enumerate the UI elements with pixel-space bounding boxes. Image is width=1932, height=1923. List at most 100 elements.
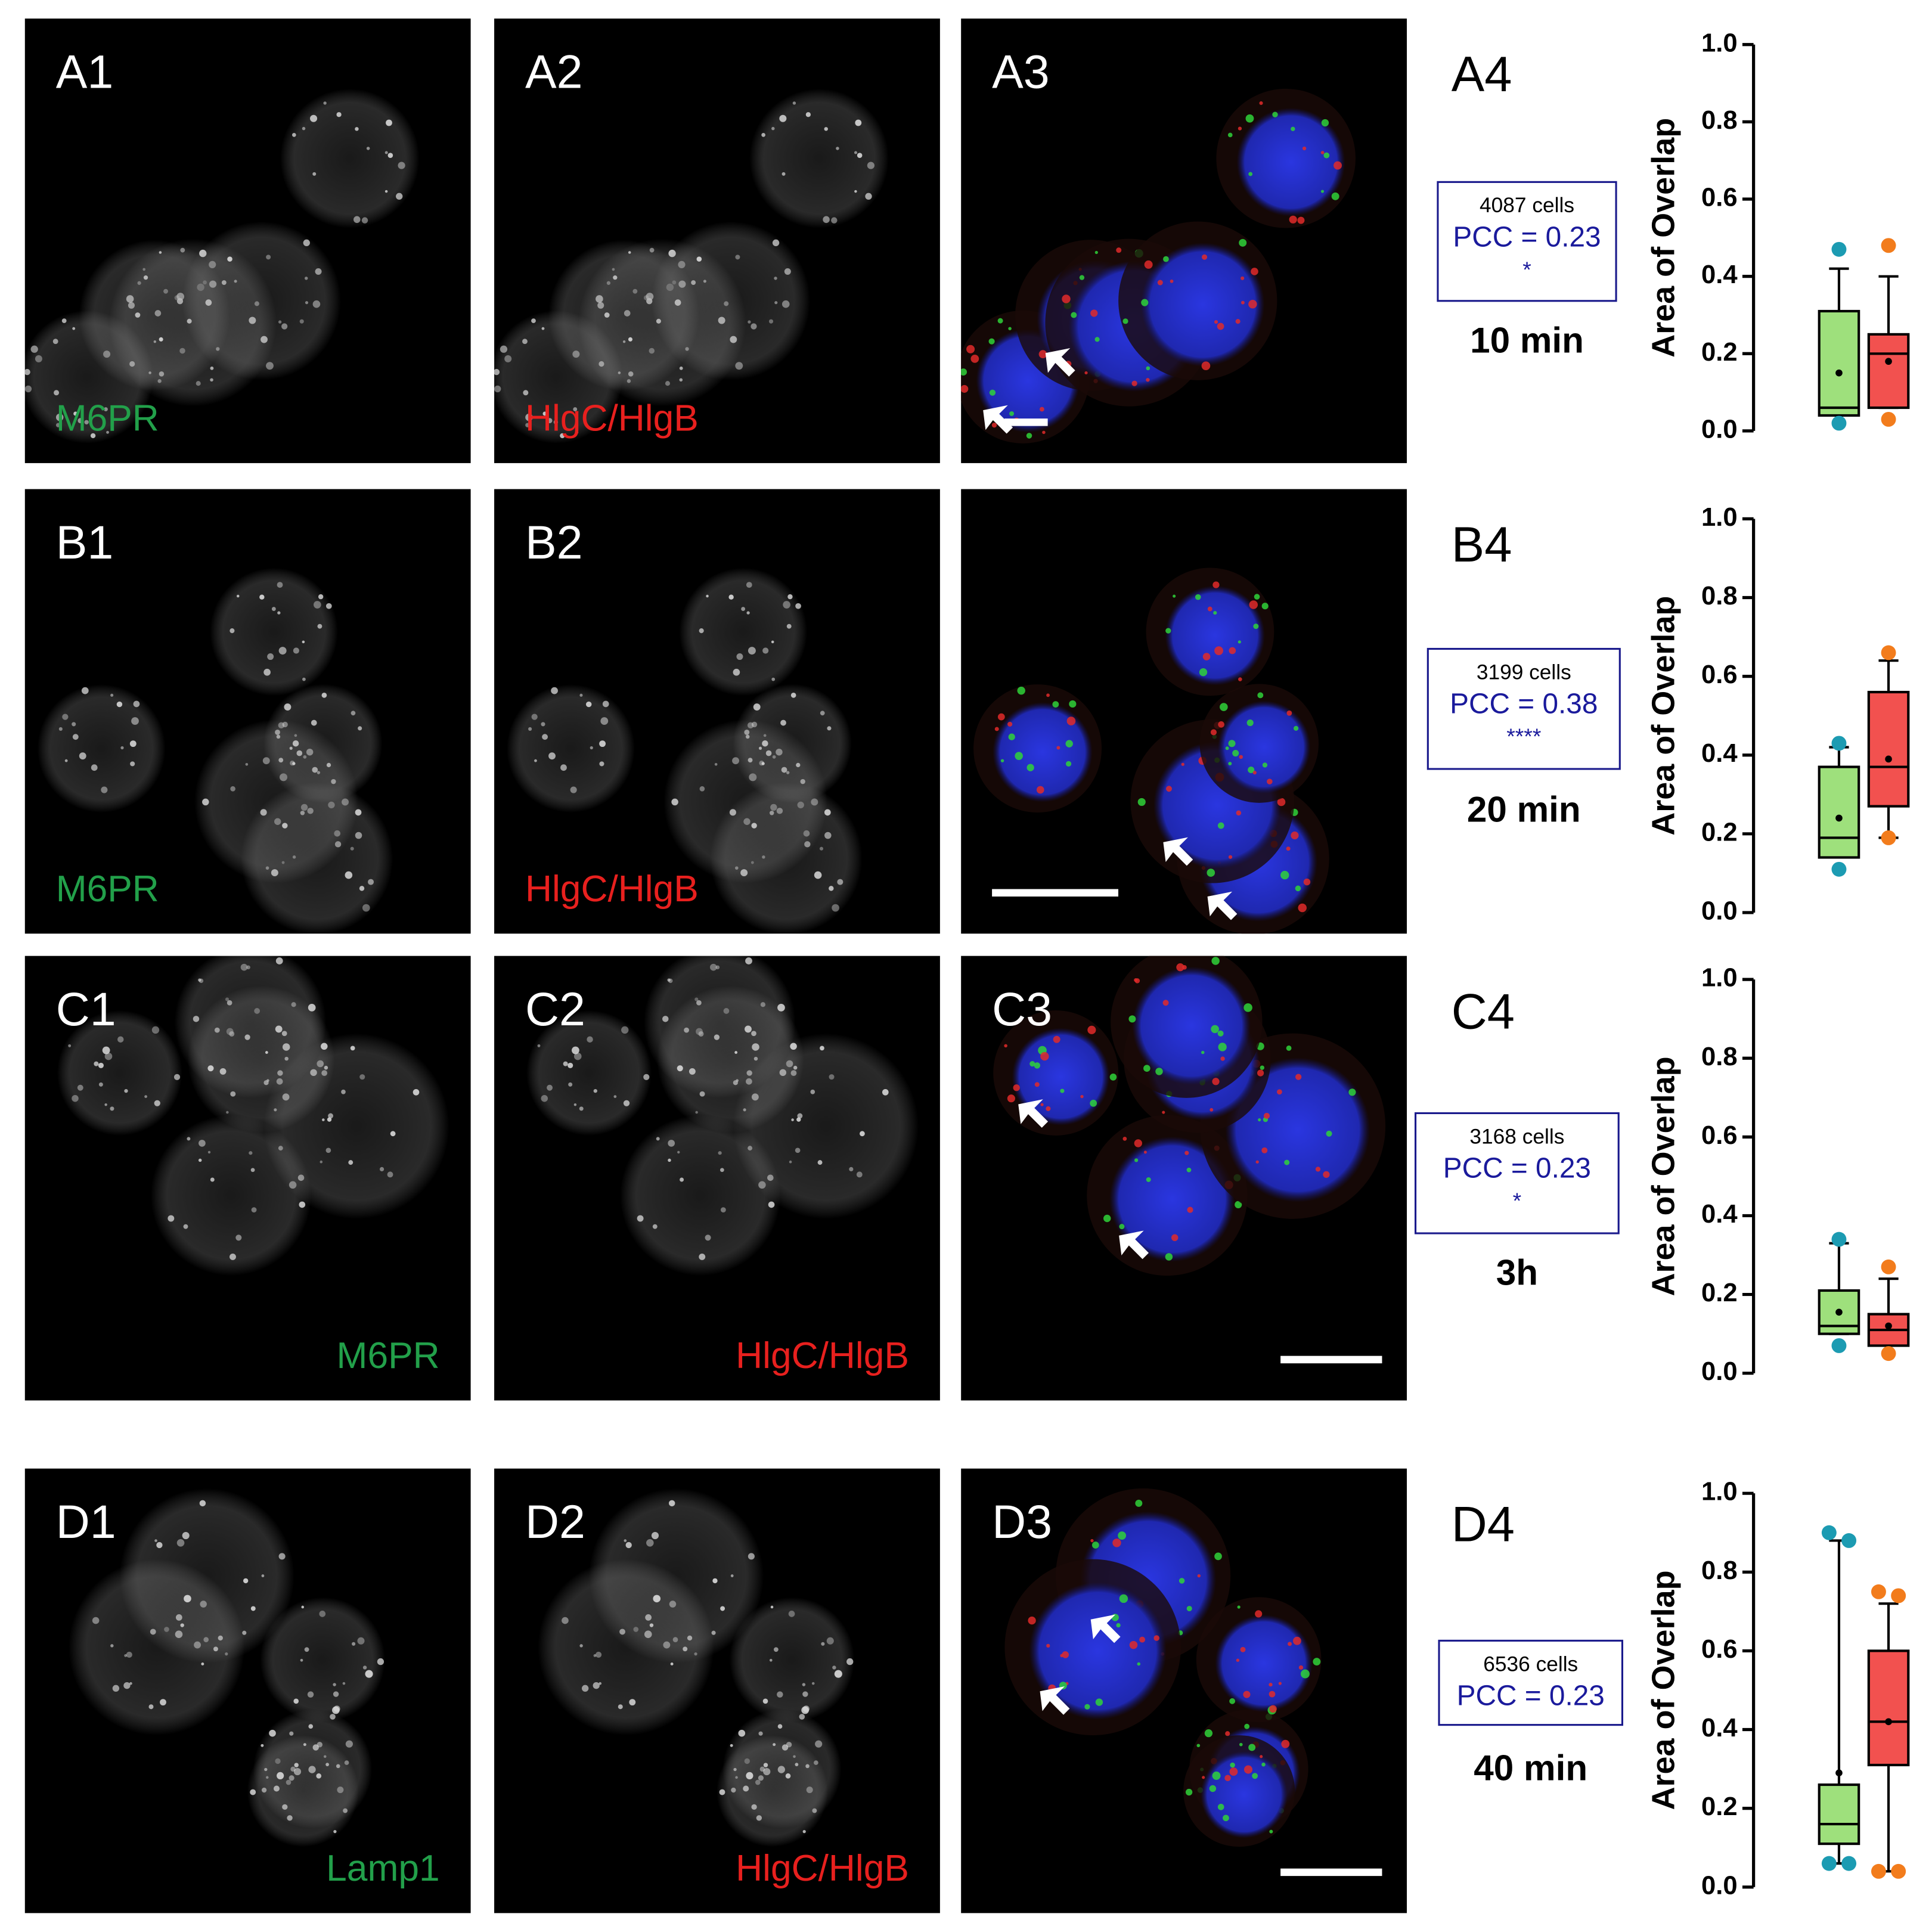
speckle bbox=[1236, 1658, 1240, 1662]
speckle bbox=[1034, 1062, 1041, 1069]
speckle bbox=[154, 1100, 160, 1106]
speckle bbox=[1217, 1804, 1224, 1810]
speckle bbox=[997, 318, 1003, 324]
speckle bbox=[1225, 1731, 1230, 1736]
speckle bbox=[251, 1207, 257, 1213]
nucleus bbox=[1140, 243, 1265, 367]
speckle bbox=[312, 300, 321, 308]
cells bbox=[57, 956, 449, 1276]
speckle bbox=[674, 299, 681, 306]
speckle bbox=[679, 378, 683, 382]
speckle bbox=[1071, 312, 1077, 318]
speckle bbox=[333, 1829, 337, 1834]
speckle bbox=[1260, 1755, 1263, 1758]
speckle bbox=[791, 1118, 794, 1121]
speckle bbox=[672, 1637, 678, 1642]
speckle bbox=[1202, 1776, 1205, 1779]
speckle bbox=[180, 1623, 184, 1627]
y-tick-label: 0.0 bbox=[1701, 897, 1738, 925]
significance: * bbox=[1522, 257, 1531, 282]
speckle bbox=[541, 1094, 548, 1102]
cell bbox=[538, 1559, 714, 1736]
speckle bbox=[579, 1106, 584, 1111]
speckle bbox=[312, 1744, 319, 1751]
speckle bbox=[1173, 594, 1176, 598]
speckle bbox=[1241, 276, 1245, 280]
micrograph: A3 bbox=[961, 18, 1407, 463]
speckle bbox=[1218, 721, 1224, 728]
speckle bbox=[159, 337, 163, 342]
speckle bbox=[553, 420, 559, 425]
speckle bbox=[1243, 1765, 1252, 1774]
speckle bbox=[289, 1731, 294, 1736]
speckle bbox=[387, 1171, 393, 1178]
speckle bbox=[795, 1763, 799, 1767]
outlier bbox=[1891, 1863, 1906, 1879]
speckle bbox=[303, 755, 307, 759]
speckle bbox=[1269, 1682, 1273, 1687]
speckle bbox=[769, 1658, 773, 1662]
speckle bbox=[1027, 764, 1034, 771]
arrow bbox=[1045, 348, 1075, 377]
speckle bbox=[1239, 1742, 1243, 1747]
speckle bbox=[579, 693, 583, 697]
speckle bbox=[379, 1167, 384, 1172]
speckle bbox=[735, 255, 740, 260]
speckle bbox=[1294, 725, 1299, 731]
speckle bbox=[1246, 719, 1254, 727]
speckle bbox=[1217, 322, 1224, 330]
speckle bbox=[316, 1773, 322, 1779]
pcc: PCC = 0.23 bbox=[1457, 1680, 1605, 1712]
y-tick-label: 0.2 bbox=[1701, 1279, 1738, 1307]
speckle bbox=[1052, 701, 1059, 708]
speckle bbox=[103, 351, 111, 358]
speckle bbox=[1227, 132, 1233, 138]
y-tick-label: 1.0 bbox=[1701, 1478, 1738, 1506]
cells bbox=[961, 88, 1356, 443]
speckle bbox=[1257, 1069, 1264, 1077]
speckle bbox=[1066, 717, 1076, 725]
panel-label: D2 bbox=[525, 1496, 585, 1548]
speckle bbox=[1038, 350, 1047, 359]
speckle bbox=[312, 172, 317, 176]
speckle bbox=[1029, 1061, 1035, 1067]
speckle bbox=[55, 413, 64, 421]
cells bbox=[506, 567, 863, 934]
speckle bbox=[1295, 885, 1301, 892]
speckle bbox=[221, 280, 227, 286]
speckle bbox=[1135, 1499, 1143, 1507]
speckle bbox=[525, 413, 533, 421]
speckle bbox=[677, 1150, 680, 1154]
speckle bbox=[1210, 1108, 1214, 1112]
speckle bbox=[989, 389, 996, 396]
speckle bbox=[771, 126, 775, 131]
speckle bbox=[829, 1074, 835, 1080]
speckle bbox=[782, 1744, 789, 1751]
speckle bbox=[110, 693, 114, 697]
speckle bbox=[284, 703, 291, 711]
speckle bbox=[194, 1641, 201, 1649]
speckle bbox=[573, 407, 578, 411]
outlier bbox=[1831, 1338, 1847, 1353]
speckle bbox=[106, 430, 109, 434]
speckle bbox=[1094, 250, 1098, 255]
speckle bbox=[1201, 254, 1208, 260]
speckle bbox=[79, 752, 86, 760]
speckle bbox=[1321, 119, 1329, 127]
speckle bbox=[294, 1763, 299, 1767]
speckle bbox=[652, 1224, 658, 1229]
speckle bbox=[1211, 957, 1220, 965]
speckle bbox=[1284, 1159, 1290, 1165]
speckle bbox=[820, 1046, 824, 1051]
stats-box bbox=[1426, 647, 1621, 770]
micrograph: C2 HlgC/HlgB bbox=[494, 956, 940, 1401]
speckle bbox=[175, 1614, 182, 1621]
speckle bbox=[274, 1108, 277, 1112]
speckle bbox=[1199, 668, 1208, 677]
speckle bbox=[1291, 126, 1295, 132]
outlier bbox=[1831, 861, 1847, 877]
speckle bbox=[746, 582, 752, 588]
y-axis-label: Area of Overlap bbox=[1645, 118, 1681, 358]
speckle bbox=[500, 345, 508, 353]
speckle bbox=[777, 1766, 785, 1773]
